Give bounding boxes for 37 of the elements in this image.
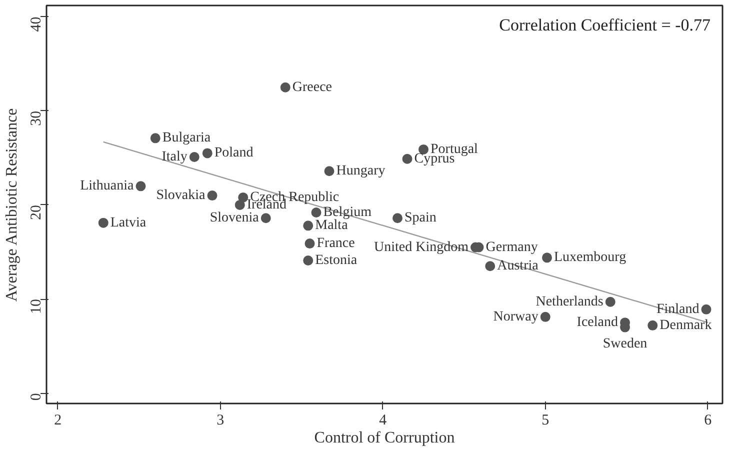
y-tick-label: 30 [28, 110, 44, 126]
y-tick-label: 40 [28, 16, 44, 32]
data-label: Lithuania [80, 178, 135, 194]
data-label: Bulgaria [162, 130, 212, 146]
data-label: Slovenia [210, 210, 260, 226]
data-label: Austria [497, 258, 540, 274]
data-label: Greece [292, 80, 332, 95]
data-label: Poland [214, 146, 254, 161]
data-label: France [316, 236, 355, 252]
x-tick-label: 2 [54, 412, 62, 428]
y-tick-label: 0 [28, 393, 44, 401]
x-tick-label: 5 [542, 412, 550, 428]
x-tick-label: 3 [216, 412, 224, 428]
data-label: Netherlands [536, 294, 604, 310]
data-label: Slovakia [156, 188, 206, 204]
data-label: Germany [486, 240, 538, 255]
x-tick-label: 4 [379, 412, 388, 428]
data-label: Hungary [336, 164, 386, 179]
data-label: Luxembourg [554, 250, 626, 266]
data-label: Spain [404, 210, 436, 226]
x-tick-label: 6 [704, 412, 712, 428]
data-label: Norway [493, 309, 538, 324]
annotation: Correlation Coefficient = -0.77 [499, 16, 711, 34]
data-label: Finland [656, 302, 700, 317]
y-tick-label: 10 [28, 299, 44, 314]
data-label: Italy [162, 149, 188, 164]
y-tick-label: 20 [28, 204, 44, 220]
data-label: Denmark [660, 318, 712, 333]
data-label: Sweden [602, 336, 648, 352]
data-label: Belgium [323, 205, 372, 220]
x-axis-title: Control of Corruption [314, 430, 455, 446]
data-label: Iceland [576, 315, 618, 330]
data-label: Malta [315, 218, 349, 234]
data-label: United Kingdom [374, 240, 469, 255]
y-axis-title: Average Antibiotic Resistance [4, 108, 20, 302]
data-label: Estonia [315, 252, 358, 268]
data-label: Latvia [110, 215, 147, 230]
